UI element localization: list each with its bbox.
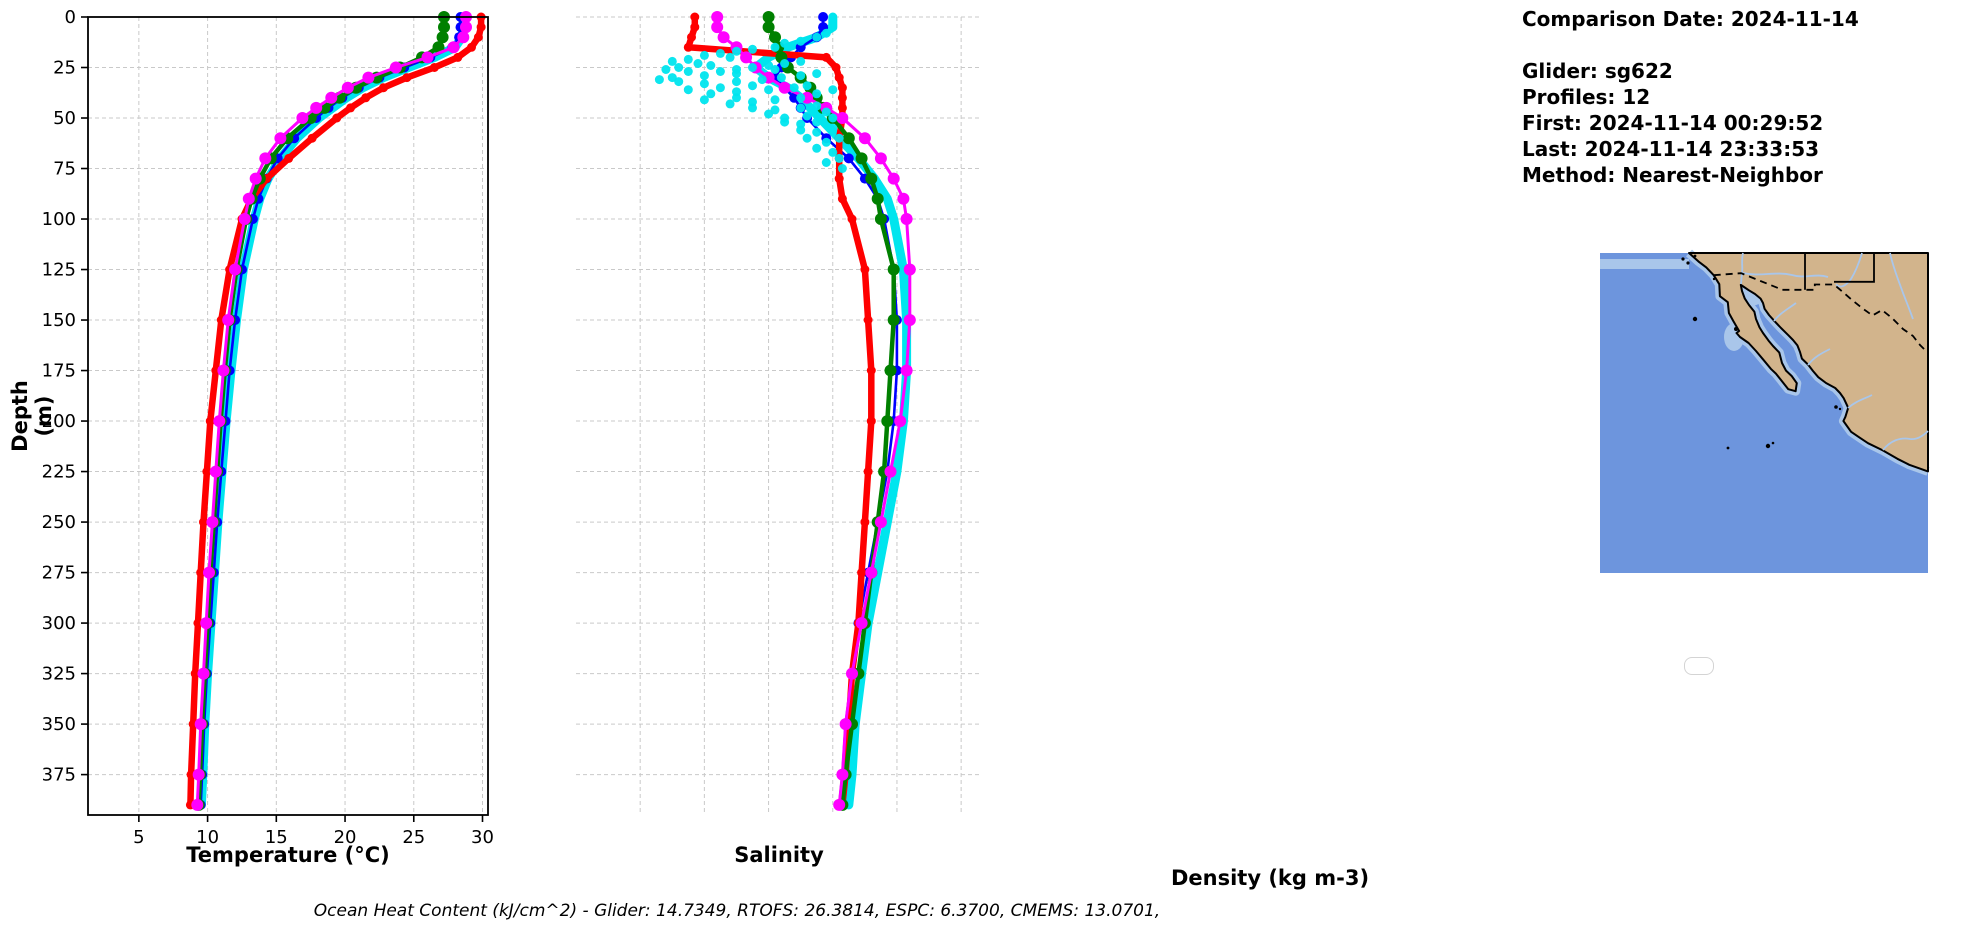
- y-tick-label: 225: [42, 462, 76, 483]
- y-tick-label: 250: [42, 512, 76, 533]
- y-tick-label: 200: [42, 411, 76, 432]
- series-line-RTOFS: [187, 13, 485, 809]
- comparison-info-block: Comparison Date: 2024-11-14 Glider: sg62…: [1522, 6, 1859, 188]
- density-profile-plot: [1067, 17, 1473, 815]
- series-markers-sg622: [195, 12, 466, 810]
- series-line-CMEMS: [195, 15, 468, 807]
- y-tick-label: 300: [42, 613, 76, 634]
- legend: [1684, 657, 1714, 675]
- map-us-mexico-border: [1713, 272, 1929, 354]
- y-tick-label: 75: [53, 159, 76, 180]
- map-land: [1688, 252, 1929, 473]
- series-group: [185, 11, 486, 811]
- series-group: [654, 11, 916, 811]
- y-tick-label: 25: [53, 58, 76, 79]
- x-tick-label: 15: [265, 827, 288, 848]
- y-tick-label: 0: [65, 7, 76, 28]
- x-tick-label: 5: [133, 827, 144, 848]
- temperature-profile-plot: 5 10 15 20 25 3002550751001251501752002252502…: [42, 7, 494, 848]
- y-tick-label: 100: [42, 209, 76, 230]
- y-tick-label: 375: [42, 765, 76, 786]
- last-profile-time-text: Last: 2024-11-14 23:33:53: [1522, 137, 1820, 161]
- comparison-date-text: Comparison Date: 2024-11-14: [1522, 7, 1859, 31]
- x-tick-label: 30: [471, 827, 494, 848]
- map-state-borders: [1804, 253, 1875, 290]
- grid: [88, 16, 488, 815]
- first-profile-time-text: First: 2024-11-14 00:29:52: [1522, 111, 1824, 135]
- series-line-CMEMS: [715, 15, 912, 807]
- x-tick-label: 25: [402, 827, 425, 848]
- ocean-heat-content-text: Ocean Heat Content (kJ/cm^2) - Glider: 1…: [313, 901, 1161, 921]
- series-line-sg622: [199, 15, 462, 807]
- salinity-profile-plot: [576, 11, 982, 815]
- location-map: [1600, 249, 1930, 573]
- y-tick-label: 50: [53, 108, 76, 129]
- glider_raw_scatter: [654, 28, 847, 173]
- y-tick-label: 325: [42, 664, 76, 685]
- method-text: Method: Nearest-Neighbor: [1522, 163, 1823, 187]
- y-tick-label: 350: [42, 714, 76, 735]
- temperature-axis-label: Temperature (°C): [186, 843, 390, 867]
- series-line-glider_raw: [196, 12, 468, 810]
- series-line-glider_raw: [751, 12, 912, 810]
- grid: [576, 16, 982, 815]
- y-tick-label: 150: [42, 310, 76, 331]
- series-line-ESPC: [196, 14, 447, 808]
- axes: 5 10 15 20 25 3002550751001251501752002252502…: [42, 7, 494, 848]
- glider-name-text: Glider: sg622: [1522, 59, 1673, 83]
- y-tick-label: 125: [42, 260, 76, 281]
- profiles-count-text: Profiles: 12: [1522, 85, 1651, 109]
- x-tick-label: 10: [196, 827, 219, 848]
- series-line-RTOFS: [685, 13, 875, 809]
- map-islands: [1681, 254, 1842, 450]
- y-tick-label: 175: [42, 361, 76, 382]
- density-axis-label: Density (kg m-3): [1170, 866, 1370, 890]
- salinity-axis-label: Salinity: [734, 843, 824, 867]
- x-tick-label: 20: [334, 827, 357, 848]
- series-markers-RTOFS: [683, 12, 876, 810]
- y-tick-label: 275: [42, 563, 76, 584]
- series-markers-CMEMS: [191, 11, 472, 811]
